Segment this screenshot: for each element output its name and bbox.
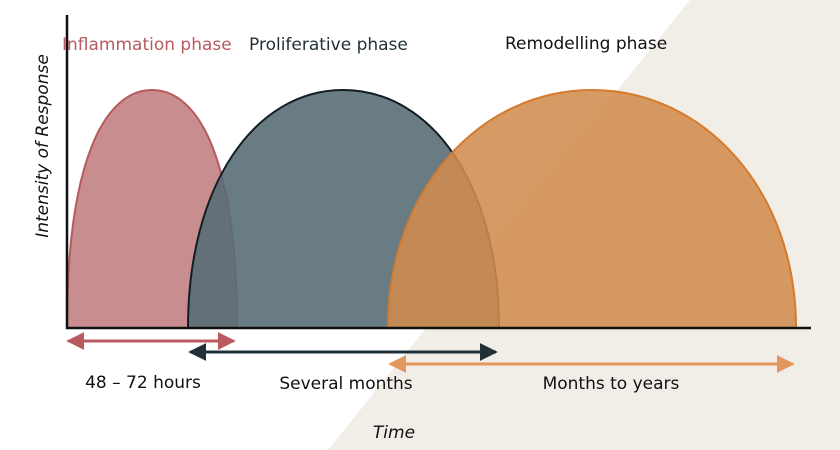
y-axis-label: Intensity of Response [33,54,53,238]
x-axis-label: Time [373,423,415,443]
inflammation-phase-title: Inflammation phase [62,35,232,55]
remodelling-duration-label: Months to years [543,374,680,394]
remodelling-curve [386,88,798,329]
inflammation-duration-label: 48 – 72 hours [85,373,201,393]
remodelling-phase-title: Remodelling phase [505,34,667,54]
proliferative-phase-title: Proliferative phase [249,35,408,55]
proliferative-duration-label: Several months [279,374,412,394]
